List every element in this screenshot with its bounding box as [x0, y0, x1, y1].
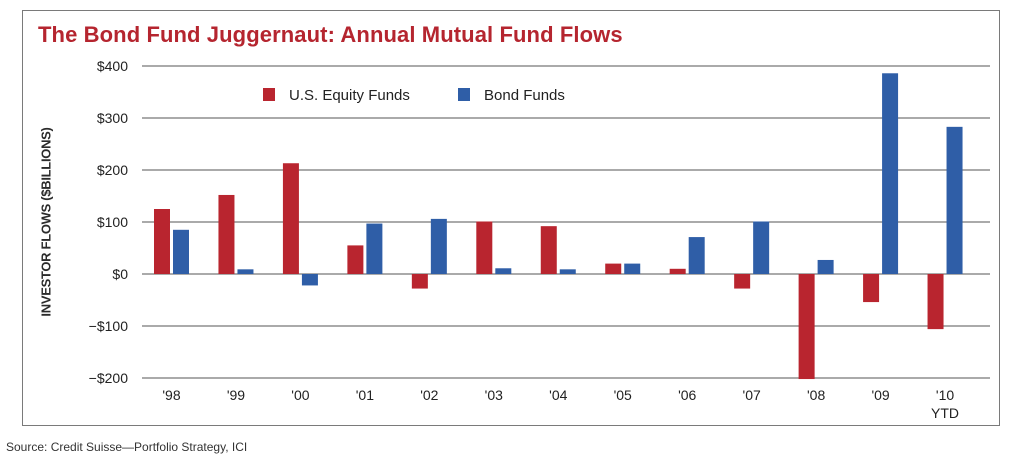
- bond-bar: [173, 229, 189, 274]
- x-tick-label: '99: [227, 387, 245, 403]
- bond-bar: [624, 263, 641, 274]
- bond-bar: [237, 269, 254, 274]
- x-tick-label: '10: [936, 387, 954, 403]
- y-tick-label: −$100: [89, 318, 129, 334]
- bond-bar: [946, 126, 963, 274]
- x-tick-label: '03: [485, 387, 503, 403]
- x-tick-label: '05: [614, 387, 632, 403]
- x-tick-label: '07: [743, 387, 761, 403]
- equity-bar: [540, 226, 557, 274]
- x-tick-label: '00: [291, 387, 309, 403]
- legend-label-bond: Bond Funds: [484, 87, 565, 104]
- y-tick-label: $400: [97, 58, 128, 74]
- bond-bar: [688, 237, 705, 274]
- y-tick-label: $300: [97, 110, 128, 126]
- equity-bar: [476, 221, 493, 274]
- equity-bar: [218, 194, 235, 274]
- legend-swatch-bond: [458, 88, 470, 101]
- bond-bar: [882, 73, 899, 274]
- equity-bar: [411, 274, 428, 289]
- equity-bar: [863, 274, 880, 303]
- chart-title: The Bond Fund Juggernaut: Annual Mutual …: [38, 22, 623, 47]
- bond-bar: [430, 218, 447, 274]
- x-tick-label: '01: [356, 387, 374, 403]
- bond-bar: [753, 221, 770, 274]
- equity-bar: [154, 209, 170, 274]
- legend-swatch-equity: [263, 88, 275, 101]
- x-tick-label: '04: [549, 387, 567, 403]
- x-tick-sublabel: YTD: [931, 405, 959, 421]
- legend-label-equity: U.S. Equity Funds: [289, 87, 410, 104]
- equity-bar: [669, 268, 686, 274]
- bond-bar: [301, 274, 318, 286]
- bond-bar: [495, 268, 512, 274]
- equity-bar: [282, 163, 299, 274]
- y-tick-label: −$200: [89, 370, 129, 386]
- equity-bar: [734, 274, 751, 289]
- equity-bar: [798, 274, 815, 380]
- equity-bar: [927, 274, 944, 330]
- x-tick-label: '98: [162, 387, 180, 403]
- x-tick-label: '06: [678, 387, 696, 403]
- x-tick-label: '02: [420, 387, 438, 403]
- y-tick-label: $100: [97, 214, 128, 230]
- chart-frame: [22, 10, 1000, 426]
- y-tick-label: $200: [97, 162, 128, 178]
- bond-bar: [817, 259, 834, 274]
- source-note: Source: Credit Suisse—Portfolio Strategy…: [6, 440, 248, 454]
- bond-bar: [559, 269, 576, 274]
- x-tick-label: '09: [871, 387, 889, 403]
- y-tick-label: $0: [112, 266, 128, 282]
- x-tick-label: '08: [807, 387, 825, 403]
- bond-bar: [366, 223, 383, 274]
- equity-bar: [605, 263, 622, 274]
- equity-bar: [347, 245, 364, 274]
